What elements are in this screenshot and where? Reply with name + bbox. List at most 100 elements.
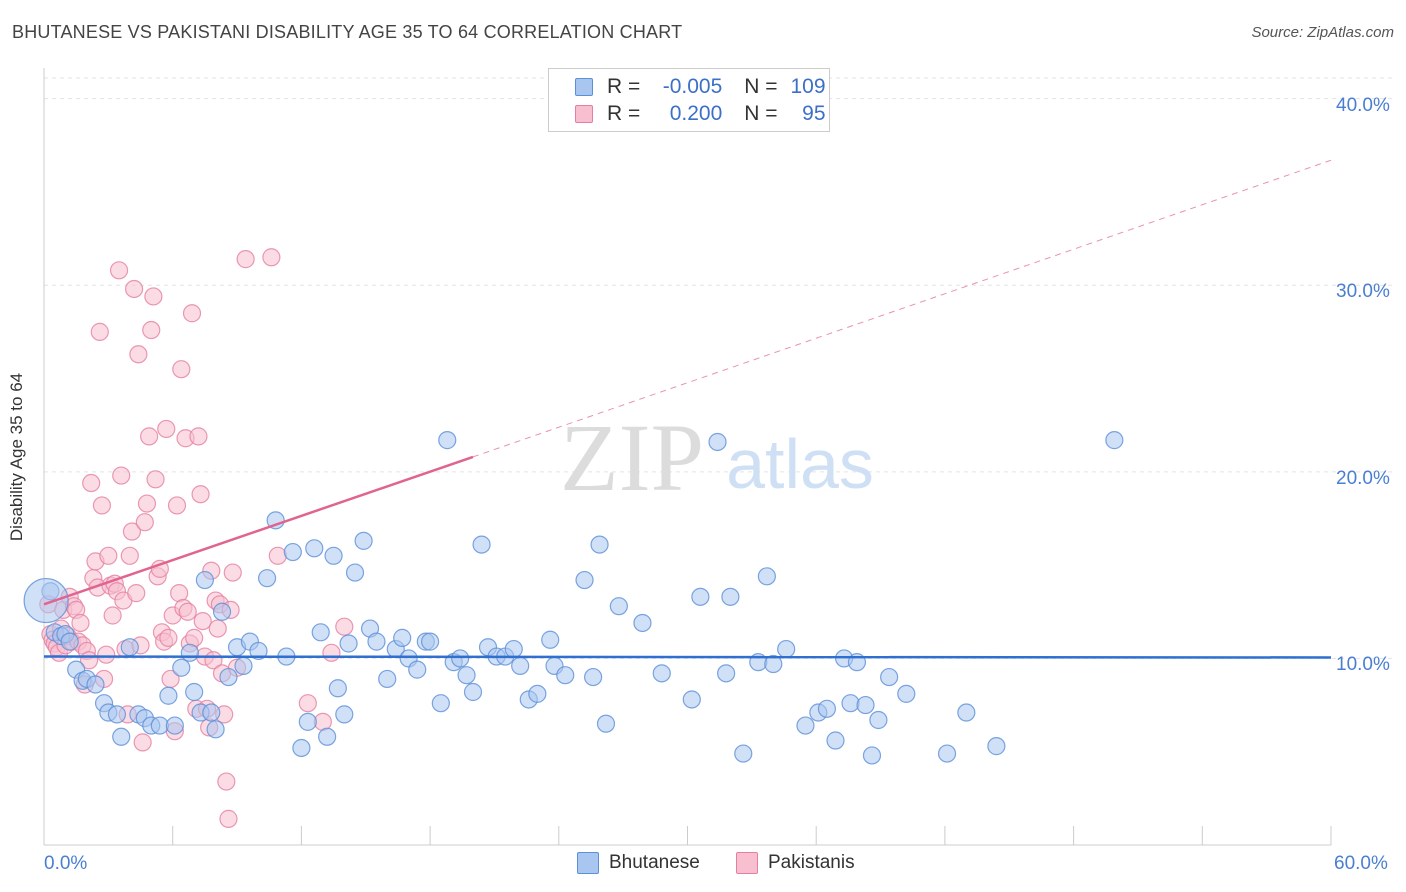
bhutanese-point [764,654,783,674]
legend-r-value: 0.200 [669,102,723,125]
bhutanese-point [841,694,860,713]
pakistani-point [140,427,159,446]
y-tick-label: 30.0% [1336,281,1390,303]
pakistani-point [120,546,139,565]
pakistani-point [150,559,169,578]
bhutanese-point [234,656,253,675]
pakistani-point [133,733,152,752]
chart-title: BHUTANESE VS PAKISTANI DISABILITY AGE 35… [12,22,683,42]
bhutanese-point [86,675,105,694]
y-tick-label: 20.0% [1336,467,1390,489]
pakistani-point [170,584,189,603]
bhutanese-point [472,535,491,554]
bhutanese-point [897,684,916,703]
pakistani-point [144,287,163,306]
bhutanese-point [987,737,1006,756]
pakistani-point [219,809,238,828]
pakistani-point [97,645,116,664]
bhutanese-point [219,667,238,687]
bhutanese-point [159,686,178,705]
bhutanese-point [457,666,476,685]
bhutanese-point [717,664,736,683]
bhutanese-point [596,714,616,733]
bhutanese-point [431,694,450,713]
bhutanese-point [354,531,373,550]
bhutanese-point [721,587,740,606]
pakistani-point [189,427,208,446]
bhutanese-point [305,539,324,558]
bhutanese-point [862,746,882,765]
legend-swatch-bhutanese [575,78,593,96]
pakistani-point [122,522,142,541]
legend-row-bhutanese: R = -0.005 N = 109 [575,75,826,99]
bhutanese-point [339,634,358,653]
bhutanese-point [757,567,776,586]
pakistani-point [191,485,210,504]
bhutanese-point [708,432,727,452]
bhutanese-point [165,716,184,735]
bhutanese-point [777,639,796,659]
legend-r-label: R = [607,102,641,125]
watermark: ZIP atlas [560,404,874,511]
bhutanese-point [438,431,457,450]
bhutanese-point [345,563,365,582]
pakistani-point [167,496,187,515]
bhutanese-point [367,632,386,651]
bhutanese-point [541,630,560,649]
bhutanese-point [324,546,343,565]
pakistani-point [103,606,122,625]
pakistani-point [109,261,129,280]
bhutanese-point [856,695,875,715]
bhutanese-point [957,703,976,722]
bhutanese-point [590,535,609,554]
pakistani-point [172,360,191,379]
bhutanese-point [206,720,225,739]
watermark-zip: ZIP [560,404,704,511]
bhutanese-point [817,699,837,718]
bhutanese-point [463,682,483,702]
bhutanese-point [180,643,199,662]
bhutanese-point [511,656,530,675]
pakistani-point [112,466,131,485]
bhutanese-point [528,684,547,703]
axes [43,68,1332,846]
bhutanese-point [328,679,347,698]
legend-r-value: -0.005 [662,75,723,98]
source-label: Source: ZipAtlas.com [1251,24,1394,41]
pakistani-point [298,694,317,713]
bhutanese-point [283,542,302,562]
pakistani-point [178,602,197,621]
pakistani-point [159,628,178,647]
pakistani-point [322,643,341,662]
legend-bottom-label-bhutanese: Bhutanese [609,852,700,873]
pakistani-point [157,419,176,439]
pakistani-point [135,513,154,532]
bhutanese-point [298,712,317,731]
bhutanese-point [609,597,628,616]
bhutanese-point [266,511,285,530]
bhutanese-point [172,658,191,677]
trend-lines [43,159,1332,659]
legend-row-pakistani: R = 0.200 N = 95 [575,102,826,126]
legend-n-value: 95 [802,102,826,125]
watermark-atlas: atlas [726,425,874,503]
bhutanese-point [652,664,671,683]
bhutanese-point [335,705,354,724]
legend-bottom-label-pakistani: Pakistanis [768,852,855,873]
bhutanese-point [23,577,69,624]
bhutanese-point [107,705,127,724]
bhutanese-points [23,431,1124,765]
pakistani-point [137,494,157,513]
legend-r-label: R = [607,75,641,98]
bhutanese-point [421,632,440,651]
bhutanese-trend-line [43,655,1332,659]
bhutanese-point [378,669,397,689]
bhutanese-point [796,716,815,735]
bhutanese-point [185,682,204,702]
pakistani-point [236,250,255,269]
bhutanese-point [826,731,845,750]
bhutanese-point [112,727,131,746]
pakistani-point [90,322,109,341]
pakistani-point [208,619,227,638]
